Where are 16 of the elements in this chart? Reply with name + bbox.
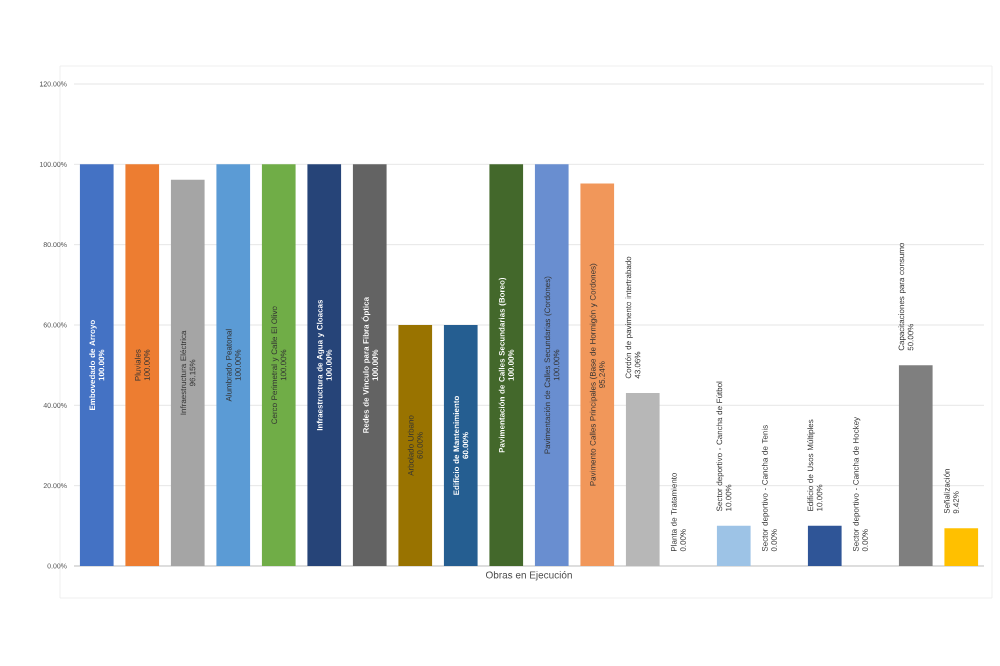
- bar: [79, 164, 114, 566]
- bar: [489, 164, 524, 566]
- bar: [261, 164, 296, 566]
- bar: [716, 525, 751, 566]
- bar: [944, 528, 979, 566]
- bar: [807, 525, 842, 566]
- bar: [352, 164, 387, 566]
- bar: [216, 164, 251, 566]
- bar: [125, 164, 160, 566]
- bar: [307, 164, 342, 566]
- bar: [534, 164, 569, 566]
- bar: [398, 325, 433, 566]
- bar: [443, 325, 478, 566]
- bar: [170, 179, 205, 566]
- bar: [898, 365, 933, 566]
- bar: [580, 183, 615, 566]
